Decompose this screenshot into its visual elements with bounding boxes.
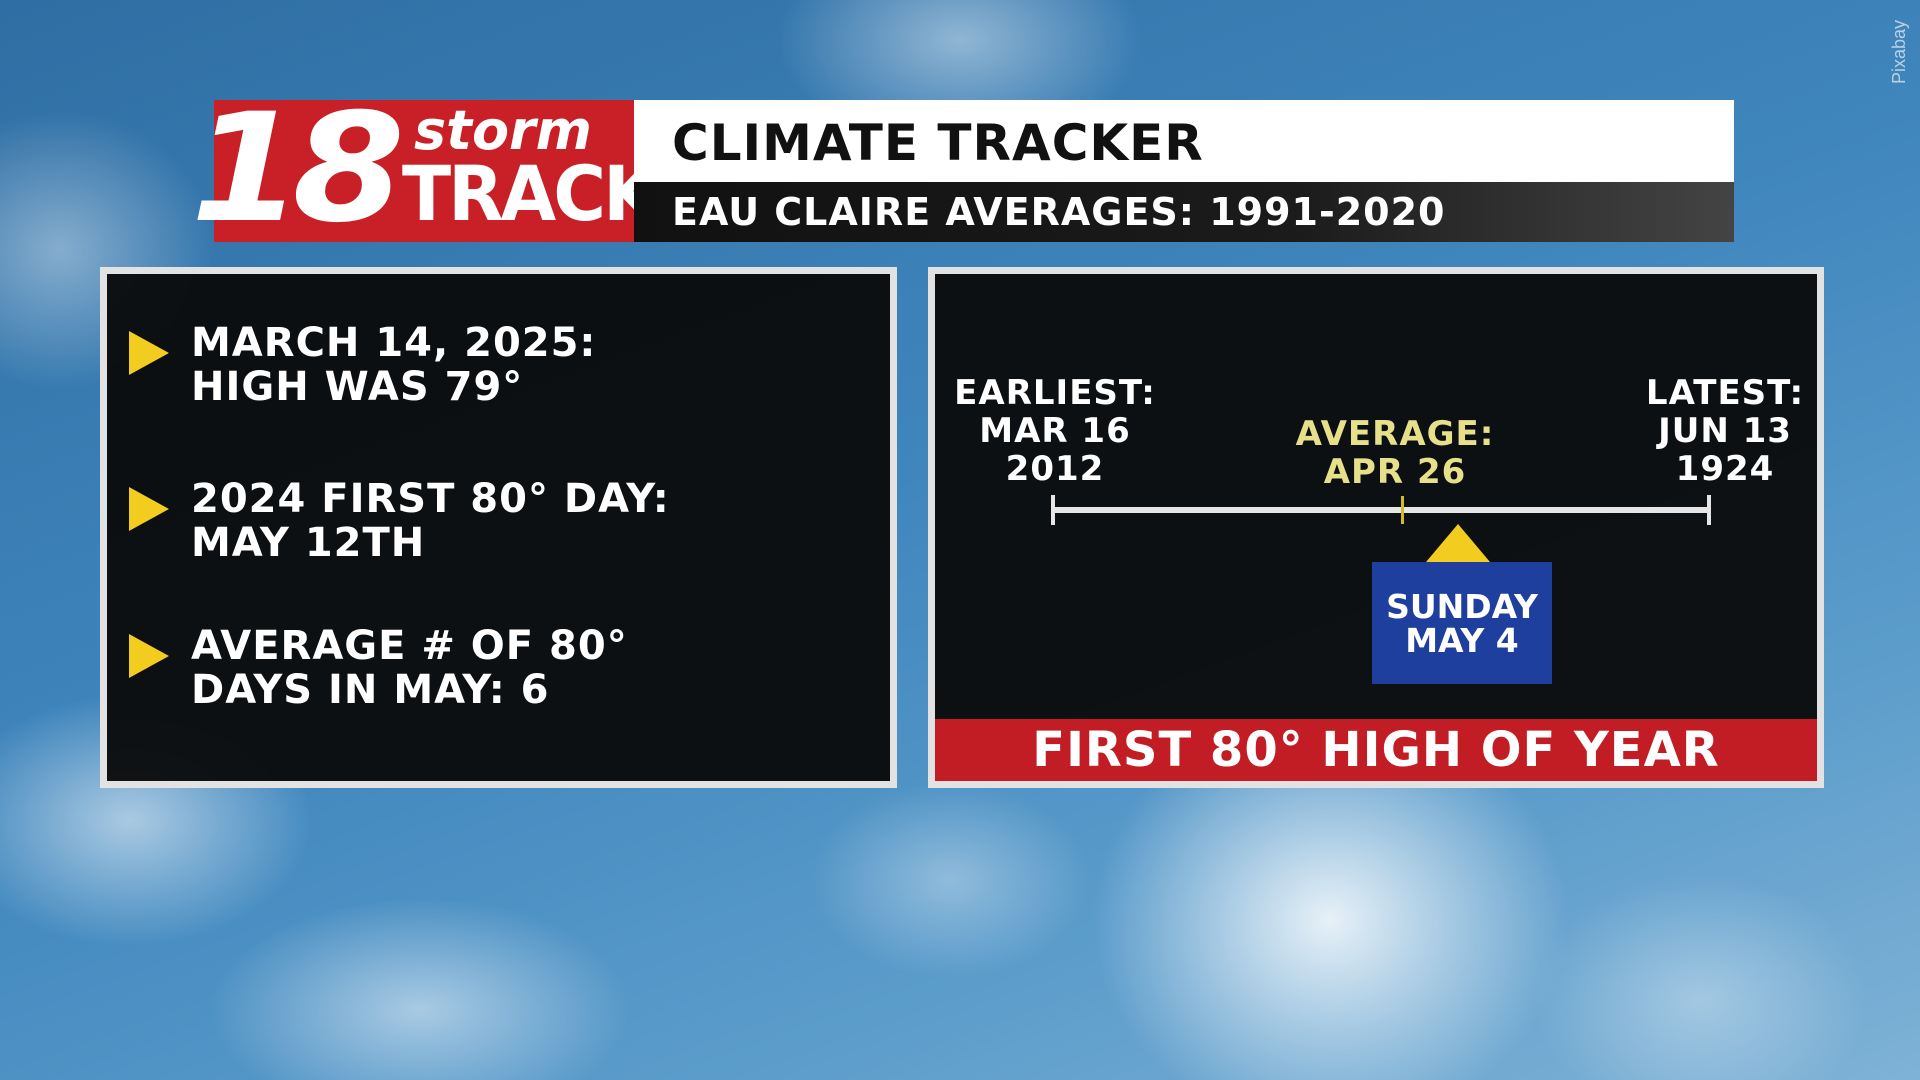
subtitle-bar: EAU CLAIRE AVERAGES: 1991-2020	[634, 182, 1734, 242]
average-label: AVERAGE: APR 26	[1295, 414, 1495, 492]
photo-credit: Pixabay	[1889, 20, 1909, 85]
timeline-banner: FIRST 80° HIGH OF YEAR	[935, 719, 1817, 781]
page-title: CLIMATE TRACKER	[672, 114, 1204, 172]
title-bar: CLIMATE TRACKER	[634, 100, 1734, 182]
timeline-start-tick	[1051, 495, 1055, 525]
timeline-panel: EARLIEST: MAR 16 2012 AVERAGE: APR 26 LA…	[928, 267, 1824, 788]
fact-text: AVERAGE # OF 80° DAYS IN MAY: 6	[191, 623, 628, 713]
logo-word-track: TRACK	[402, 149, 659, 239]
logo-number: 18	[190, 82, 405, 256]
timeline-end-tick	[1707, 495, 1711, 525]
logo-word-storm: storm	[414, 99, 592, 162]
fact-text: MARCH 14, 2025: HIGH WAS 79°	[191, 320, 597, 410]
triangle-right-icon	[129, 487, 169, 531]
page-subtitle: EAU CLAIRE AVERAGES: 1991-2020	[672, 190, 1446, 234]
fact-text: 2024 FIRST 80° DAY: MAY 12TH	[191, 476, 670, 566]
triangle-right-icon	[129, 331, 169, 375]
earliest-label: EARLIEST: MAR 16 2012	[954, 373, 1156, 489]
station-logo: 18 storm TRACK	[190, 94, 658, 244]
forecast-date-box: SUNDAY MAY 4	[1372, 562, 1552, 684]
triangle-up-icon	[1426, 524, 1490, 562]
timeline-line	[1051, 507, 1711, 513]
timeline-average-tick	[1401, 496, 1404, 524]
facts-panel: MARCH 14, 2025: HIGH WAS 79° 2024 FIRST …	[100, 267, 897, 788]
latest-label: LATEST: JUN 13 1924	[1645, 373, 1805, 489]
triangle-right-icon	[129, 634, 169, 678]
